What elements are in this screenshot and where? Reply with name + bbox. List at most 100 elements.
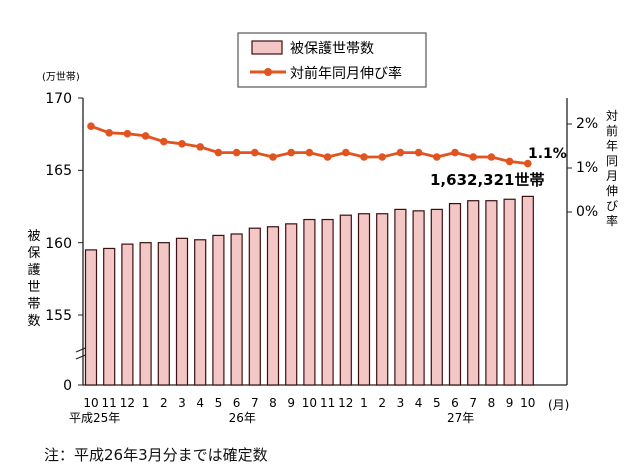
rate-line bbox=[90, 124, 528, 165]
x-tick-label-11: 9 bbox=[287, 396, 295, 410]
bar-series bbox=[84, 195, 534, 386]
x-tick-label-12: 10 bbox=[302, 396, 317, 410]
rate-point-2 bbox=[123, 129, 132, 138]
x-tick-label-20: 6 bbox=[451, 396, 459, 410]
rate-point-1 bbox=[105, 129, 113, 137]
rate-point-18 bbox=[414, 148, 423, 157]
x-tick-label-16: 2 bbox=[378, 396, 386, 410]
y-left-tick-0: 0 bbox=[63, 378, 72, 394]
y-right-tick-0: 0% bbox=[576, 204, 598, 220]
bar-19 bbox=[430, 208, 443, 386]
rate-point-10 bbox=[269, 153, 277, 161]
rate-point-7 bbox=[214, 148, 223, 157]
rate-point-22 bbox=[487, 153, 496, 161]
y-right-axis-label: 対前年同月伸び率 bbox=[606, 109, 618, 228]
y-left-tick-165: 165 bbox=[45, 163, 72, 179]
bar-2 bbox=[121, 243, 134, 386]
legend-bar-label: 被保護世帯数 bbox=[290, 41, 374, 57]
bar-5 bbox=[175, 237, 189, 386]
x-tick-label-4: 2 bbox=[160, 396, 168, 410]
annotation-last-rate: 1.1% bbox=[528, 146, 567, 162]
bar-8 bbox=[230, 233, 243, 386]
x-year-label-0: 平成25年 bbox=[69, 411, 120, 425]
bar-20 bbox=[448, 203, 462, 386]
rate-point-3 bbox=[141, 132, 150, 140]
y-left-axis-label: 被保護世帯数 bbox=[27, 229, 40, 329]
x-tick-label-5: 3 bbox=[178, 396, 186, 410]
bar-15 bbox=[357, 213, 371, 386]
footnote: 注：平成26年3月分までは確定数 bbox=[44, 446, 268, 464]
x-tick-label-6: 4 bbox=[196, 396, 204, 410]
rate-point-12 bbox=[305, 148, 314, 157]
rate-point-15 bbox=[360, 153, 368, 161]
bar-21 bbox=[467, 200, 480, 386]
x-tick-label-18: 4 bbox=[415, 396, 423, 410]
bar-23 bbox=[503, 198, 516, 386]
y-right-tick-1: 1% bbox=[576, 160, 598, 176]
rate-point-19 bbox=[433, 153, 441, 161]
x-tick-label-7: 5 bbox=[215, 396, 223, 410]
bar-12 bbox=[303, 218, 316, 386]
x-year-label-1: 26年 bbox=[229, 411, 256, 425]
x-tick-label-21: 7 bbox=[469, 396, 477, 410]
x-tick-label-0: 10 bbox=[83, 396, 98, 410]
x-axis-unit: (月) bbox=[548, 398, 569, 412]
annotation-last-households: 1,632,321世帯 bbox=[430, 171, 544, 189]
legend-bar-swatch bbox=[251, 40, 283, 55]
rate-point-6 bbox=[196, 143, 204, 151]
rate-point-21 bbox=[469, 153, 478, 161]
rate-point-23 bbox=[505, 157, 514, 166]
x-tick-label-13: 11 bbox=[320, 396, 335, 410]
x-tick-label-22: 8 bbox=[488, 396, 496, 410]
rate-point-9 bbox=[251, 148, 259, 157]
rate-point-17 bbox=[396, 148, 405, 157]
bar-3 bbox=[139, 242, 152, 386]
legend: 被保護世帯数 対前年同月伸び率 bbox=[237, 32, 427, 88]
bar-11 bbox=[285, 223, 298, 386]
bar-1 bbox=[103, 247, 116, 386]
y-left-tick-160: 160 bbox=[45, 236, 72, 252]
y-left-unit: (万世帯) bbox=[42, 70, 80, 83]
y-left-tick-155: 155 bbox=[45, 308, 72, 324]
x-tick-label-1: 11 bbox=[102, 396, 117, 410]
legend-line-label: 対前年同月伸び率 bbox=[290, 65, 402, 82]
x-tick-label-10: 8 bbox=[269, 396, 277, 410]
rate-point-14 bbox=[342, 148, 350, 157]
rate-point-8 bbox=[232, 148, 241, 157]
rate-point-16 bbox=[378, 153, 387, 161]
rate-point-4 bbox=[160, 137, 168, 146]
bar-18 bbox=[412, 210, 425, 386]
x-tick-label-2: 12 bbox=[120, 396, 135, 410]
x-tick-label-3: 1 bbox=[142, 396, 150, 410]
x-tick-label-19: 5 bbox=[433, 396, 441, 410]
bar-10 bbox=[266, 226, 280, 386]
bar-17 bbox=[394, 208, 407, 386]
x-tick-label-17: 3 bbox=[397, 396, 405, 410]
rate-point-13 bbox=[323, 153, 332, 161]
bar-7 bbox=[212, 234, 225, 386]
x-year-label-2: 27年 bbox=[447, 411, 474, 425]
x-tick-label-15: 1 bbox=[360, 396, 368, 410]
rate-point-0 bbox=[87, 122, 95, 130]
bar-4 bbox=[157, 242, 170, 386]
y-right-tick-2: 2% bbox=[576, 116, 598, 132]
x-tick-label-9: 7 bbox=[251, 396, 259, 410]
x-tick-label-24: 10 bbox=[520, 396, 535, 410]
rate-point-11 bbox=[287, 148, 296, 157]
bar-0 bbox=[84, 249, 98, 386]
rate-point-24 bbox=[524, 159, 532, 168]
bar-13 bbox=[321, 218, 334, 386]
bar-24 bbox=[521, 195, 534, 386]
x-tick-label-14: 12 bbox=[338, 396, 353, 410]
rate-point-20 bbox=[451, 148, 459, 157]
bar-22 bbox=[485, 200, 498, 386]
bar-14 bbox=[339, 214, 352, 386]
line-series bbox=[87, 122, 532, 168]
bar-16 bbox=[376, 213, 389, 386]
x-tick-label-23: 9 bbox=[506, 396, 514, 410]
x-tick-label-8: 6 bbox=[233, 396, 241, 410]
bar-6 bbox=[194, 239, 207, 386]
rate-point-5 bbox=[178, 140, 186, 148]
